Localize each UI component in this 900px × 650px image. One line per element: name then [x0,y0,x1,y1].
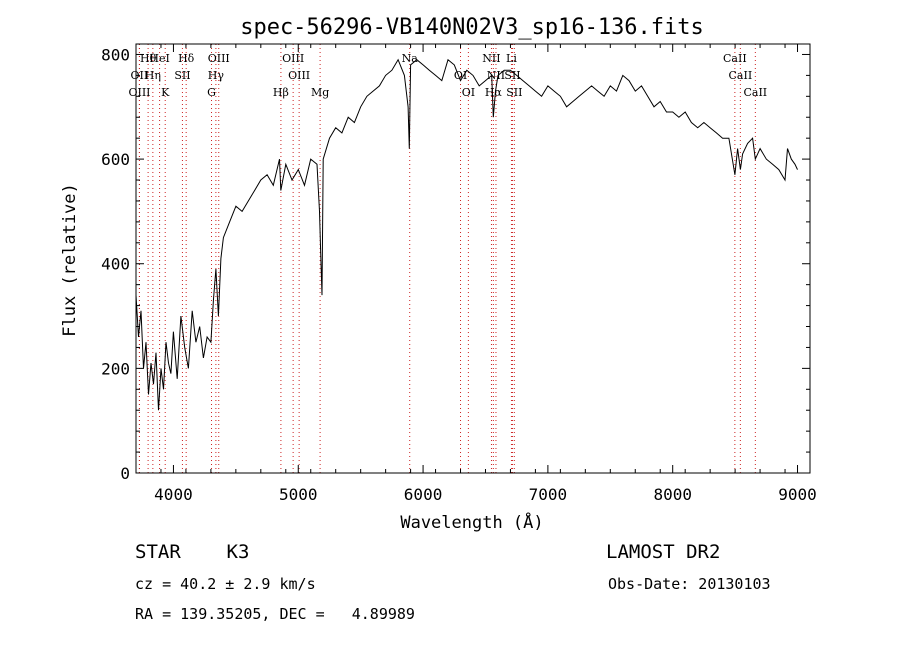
line-label: SII [504,69,520,82]
y-tick-label: 200 [101,359,130,378]
y-tick-label: 600 [101,150,130,169]
line-label: OI [462,86,475,99]
object-subclass: K3 [226,541,250,563]
line-label: Hη [145,69,161,82]
line-label: CaII [743,86,767,99]
line-label: OIII [128,86,150,99]
line-label: Hβ [273,86,289,99]
line-label: CaII [729,69,753,82]
line-label: NII [482,52,500,65]
line-label: SII [506,86,522,99]
y-tick-label: 800 [101,45,130,64]
line-label: K [161,86,170,99]
line-label: Hα [485,86,503,99]
object-class: STAR K3 [135,541,249,563]
line-label: CaII [723,52,747,65]
x-tick-label: 6000 [404,485,443,504]
line-label: Mg [311,86,329,99]
y-tick-label: 400 [101,255,130,274]
x-tick-label: 7000 [529,485,568,504]
x-tick-label: 5000 [279,485,318,504]
line-label: HeI [149,52,169,65]
line-label: Hγ [208,69,225,82]
line-label: Hθ [140,52,157,65]
x-tick-label: 9000 [778,485,817,504]
line-label: OIII [288,69,310,82]
spectral-line-markers [138,44,756,473]
line-label: OIII [208,52,230,65]
spectral-line-labels: HθOIIOIIIHeIHηKHδSIIGOIIIHγHβOIIIOIIIMgN… [128,52,767,99]
x-tick-label: 4000 [154,485,193,504]
y-axis-ticks: 0 200 400 600 800 [101,45,810,483]
object-type: STAR [135,541,181,563]
chart-title: spec-56296-VB140N02V3_sp16-136.fits [240,15,704,40]
line-label: Li [506,52,517,65]
x-axis-label: Wavelength (Å) [400,511,543,533]
observation-date: Obs-Date: 20130103 [608,575,771,593]
redshift-cz: cz = 40.2 ± 2.9 km/s [135,575,316,593]
line-label: Hδ [178,52,195,65]
survey-name: LAMOST DR2 [606,541,721,563]
line-label: Na [402,52,419,65]
line-label: NII [487,69,505,82]
line-label: SII [174,69,190,82]
line-label: OIII [282,52,304,65]
spectrum-series-line [135,58,798,411]
y-axis-label: Flux (relative) [60,183,80,337]
coordinates: RA = 139.35205, DEC = 4.89989 [135,605,415,623]
y-tick-label: 0 [120,464,130,483]
plot-frame [135,43,811,474]
x-tick-label: 8000 [653,485,692,504]
line-label: G [207,86,216,99]
x-axis-ticks: 4000 5000 6000 7000 8000 9000 [135,44,817,504]
